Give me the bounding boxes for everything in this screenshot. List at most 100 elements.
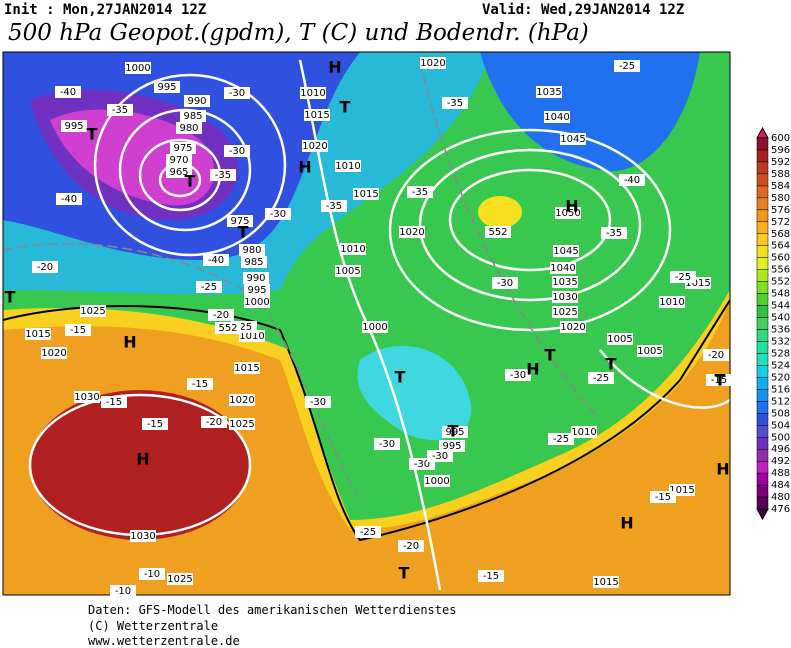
colorbar-box bbox=[756, 173, 769, 187]
map-label: 995 bbox=[64, 121, 83, 132]
label-bg bbox=[593, 576, 619, 588]
map-label: 1005 bbox=[607, 334, 632, 345]
map-label: 980 bbox=[242, 245, 261, 256]
colorbar-label: 576 bbox=[771, 205, 790, 216]
map-label: 552 bbox=[218, 323, 237, 334]
colorbar-label: 492 bbox=[771, 456, 790, 467]
label-bg bbox=[180, 110, 206, 122]
map-label: 1000 bbox=[424, 476, 449, 487]
colorbar-label: 524 bbox=[771, 360, 790, 371]
colorbar-box bbox=[756, 293, 769, 306]
map-label: 1010 bbox=[571, 427, 596, 438]
map-label: -40 bbox=[208, 255, 224, 266]
label-bg bbox=[224, 87, 250, 99]
map-label: -25 bbox=[201, 282, 217, 293]
label-bg bbox=[196, 281, 222, 293]
label-bg bbox=[224, 145, 250, 157]
pressure-center: T bbox=[399, 564, 410, 583]
colorbar-label: 520 bbox=[771, 372, 790, 383]
colorbar-label: 584 bbox=[771, 181, 790, 192]
colorbar-label: 580 bbox=[771, 193, 790, 204]
map-label: 970 bbox=[169, 155, 188, 166]
colorbar-label: 552 bbox=[771, 277, 790, 288]
map-label: -30 bbox=[229, 88, 245, 99]
colorbar-label: 540 bbox=[771, 313, 790, 324]
colorbar-label: 544 bbox=[771, 301, 790, 312]
map-label: -20 bbox=[37, 262, 53, 273]
pressure-center: T bbox=[545, 346, 556, 365]
map-label: -30 bbox=[229, 146, 245, 157]
colorbar-box bbox=[756, 425, 769, 438]
colorbar-label: 508 bbox=[771, 408, 790, 419]
pressure-center: H bbox=[620, 514, 633, 533]
label-bg bbox=[241, 256, 267, 268]
map-label: 1015 bbox=[669, 485, 694, 496]
colorbar-box bbox=[756, 353, 769, 366]
map-label: -20 bbox=[403, 541, 419, 552]
label-bg bbox=[552, 276, 578, 288]
pressure-center: H bbox=[716, 460, 729, 479]
label-bg bbox=[208, 309, 234, 321]
map-label: 975 bbox=[230, 216, 249, 227]
colorbar-box bbox=[756, 233, 769, 246]
label-bg bbox=[536, 86, 562, 98]
label-bg bbox=[130, 530, 156, 542]
colorbar-label: 564 bbox=[771, 241, 790, 252]
label-bg bbox=[650, 491, 676, 503]
label-bg bbox=[243, 272, 269, 284]
map-label: 965 bbox=[169, 167, 188, 178]
colorbar-label: 476 bbox=[771, 504, 790, 515]
map-label: 1005 bbox=[637, 346, 662, 357]
label-bg bbox=[61, 120, 87, 132]
colorbar-box bbox=[756, 209, 769, 223]
map-label: 1030 bbox=[552, 292, 577, 303]
map-label: 985 bbox=[244, 257, 263, 268]
label-bg bbox=[110, 585, 136, 597]
label-bg bbox=[340, 243, 366, 255]
pressure-center: H bbox=[328, 58, 341, 77]
map-label: -25 bbox=[236, 322, 252, 333]
map-label: 1025 bbox=[167, 574, 192, 585]
label-bg bbox=[139, 568, 165, 580]
label-bg bbox=[398, 540, 424, 552]
pressure-center: H bbox=[298, 158, 311, 177]
label-bg bbox=[670, 271, 696, 283]
colorbar-box bbox=[756, 341, 769, 354]
map-label: 1020 bbox=[420, 58, 445, 69]
pressure-center: T bbox=[238, 223, 249, 242]
map-frame bbox=[2, 51, 731, 596]
colorbar-label: 528 bbox=[771, 348, 790, 359]
pressure-center: T bbox=[448, 422, 459, 441]
pressure-center: H bbox=[565, 197, 578, 216]
label-bg bbox=[244, 284, 270, 296]
map-label: -35 bbox=[412, 187, 428, 198]
colorbar-label: 548 bbox=[771, 289, 790, 300]
map-label: 1000 bbox=[362, 322, 387, 333]
colorbar-box bbox=[756, 305, 769, 318]
label-bg bbox=[300, 87, 326, 99]
label-bg bbox=[407, 186, 433, 198]
pressure-center: T bbox=[715, 371, 726, 390]
map-label: 995 bbox=[247, 285, 266, 296]
label-bg bbox=[560, 133, 586, 145]
label-bg bbox=[703, 349, 729, 361]
map-label: 1035 bbox=[536, 87, 561, 98]
colorbar-box bbox=[756, 197, 769, 211]
map-label: -35 bbox=[606, 228, 622, 239]
label-bg bbox=[56, 193, 82, 205]
colorbar-end bbox=[756, 126, 769, 139]
map-label: -15 bbox=[655, 492, 671, 503]
label-bg bbox=[305, 396, 331, 408]
label-bg bbox=[229, 394, 255, 406]
map-label: -35 bbox=[326, 201, 342, 212]
map-label: 995 bbox=[442, 441, 461, 452]
label-bg bbox=[439, 440, 465, 452]
map-label: 1030 bbox=[74, 392, 99, 403]
colorbar-box bbox=[756, 149, 769, 163]
map-label: 1035 bbox=[552, 277, 577, 288]
map-label: -30 bbox=[510, 370, 526, 381]
label-bg bbox=[485, 226, 511, 238]
colorbar-label: 512 bbox=[771, 396, 790, 407]
map-label: 1015 bbox=[234, 363, 259, 374]
label-bg bbox=[427, 450, 453, 462]
